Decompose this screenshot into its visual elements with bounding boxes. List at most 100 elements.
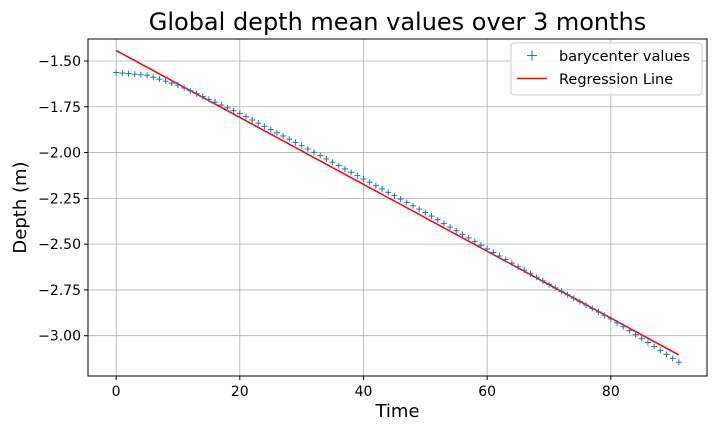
x-tick-label: 80	[602, 384, 620, 400]
barycenter-point	[626, 327, 633, 334]
barycenter-point	[242, 113, 249, 120]
legend-marker-plus-icon	[527, 50, 537, 61]
barycenter-point	[131, 71, 138, 78]
y-axis-ticks: −1.50 −1.75 −2.00 −2.25 −2.50 −2.75 −3.00	[38, 54, 88, 345]
barycenter-point	[205, 96, 212, 103]
barycenter-point	[385, 189, 392, 196]
y-tick-label: −2.25	[38, 191, 81, 207]
barycenter-point	[496, 252, 503, 259]
legend: barycenter values Regression Line	[510, 42, 703, 96]
barycenter-point	[261, 123, 268, 130]
barycenter-point	[521, 267, 528, 274]
barycenter-point	[267, 126, 274, 133]
barycenter-point	[601, 312, 608, 319]
barycenter-point	[230, 107, 237, 114]
barycenter-point	[669, 355, 676, 362]
y-tick-label: −1.50	[38, 54, 81, 70]
barycenter-point	[137, 71, 144, 78]
barycenter-point	[311, 149, 318, 156]
barycenter-point	[174, 82, 181, 89]
barycenter-point	[298, 142, 305, 149]
y-tick-label: −2.75	[38, 283, 81, 299]
barycenter-point	[391, 192, 398, 199]
barycenter-point	[286, 136, 293, 143]
barycenter-point	[193, 90, 200, 97]
barycenter-point	[657, 347, 664, 354]
barycenter-point	[199, 93, 206, 100]
barycenter-point	[570, 295, 577, 302]
legend-label-regression: Regression Line	[559, 72, 673, 88]
barycenter-point	[125, 70, 132, 77]
barycenter-point	[329, 159, 336, 166]
barycenter-point	[335, 162, 342, 169]
barycenter-point	[459, 231, 466, 238]
barycenter-point	[484, 245, 491, 252]
barycenter-markers	[113, 69, 682, 366]
barycenter-point	[552, 284, 559, 291]
barycenter-point	[187, 87, 194, 94]
barycenter-point	[113, 69, 120, 76]
barycenter-point	[156, 76, 163, 83]
barycenter-point	[292, 139, 299, 146]
barycenter-point	[348, 169, 355, 176]
barycenter-point	[453, 227, 460, 234]
barycenter-point	[632, 331, 639, 338]
barycenter-point	[477, 242, 484, 249]
barycenter-point	[490, 249, 497, 256]
barycenter-point	[317, 152, 324, 159]
barycenter-point	[341, 165, 348, 172]
barycenter-point	[515, 263, 522, 270]
barycenter-point	[434, 216, 441, 223]
barycenter-point	[620, 323, 627, 330]
barycenter-point	[416, 206, 423, 213]
x-axis-ticks: 0 20 40 60 80	[112, 376, 620, 400]
grid	[88, 39, 707, 376]
barycenter-point	[119, 70, 126, 77]
barycenter-point	[638, 335, 645, 342]
barycenter-point	[354, 172, 361, 179]
barycenter-point	[236, 110, 243, 117]
barycenter-point	[255, 120, 262, 127]
y-tick-label: −3.00	[38, 329, 81, 345]
barycenter-point	[366, 179, 373, 186]
barycenter-point	[533, 274, 540, 281]
barycenter-point	[539, 277, 546, 284]
barycenter-point	[675, 359, 682, 366]
barycenter-point	[181, 84, 188, 91]
y-tick-label: −2.00	[38, 146, 81, 162]
barycenter-point	[422, 209, 429, 216]
barycenter-point	[379, 185, 386, 192]
y-axis-title: Depth (m)	[10, 161, 31, 253]
barycenter-point	[280, 132, 287, 139]
barycenter-point	[651, 343, 658, 350]
barycenter-point	[527, 270, 534, 277]
barycenter-point	[589, 305, 596, 312]
x-tick-label: 60	[478, 384, 496, 400]
regression-line	[115, 49, 680, 356]
barycenter-point	[403, 199, 410, 206]
barycenter-point	[583, 302, 590, 309]
barycenter-point	[595, 308, 602, 315]
legend-box	[510, 42, 703, 96]
x-tick-label: 0	[112, 384, 121, 400]
barycenter-point	[644, 339, 651, 346]
barycenter-point	[447, 224, 454, 231]
barycenter-point	[508, 260, 515, 267]
barycenter-point	[304, 145, 311, 152]
barycenter-point	[323, 155, 330, 162]
barycenter-point	[546, 281, 553, 288]
barycenter-point	[249, 116, 256, 123]
chart-title: Global depth mean values over 3 months	[149, 8, 647, 36]
barycenter-point	[212, 99, 219, 106]
legend-label-barycenter: barycenter values	[559, 49, 690, 65]
barycenter-point	[224, 104, 231, 111]
barycenter-point	[564, 291, 571, 298]
y-tick-label: −1.75	[38, 100, 81, 116]
barycenter-point	[273, 129, 280, 136]
barycenter-point	[409, 202, 416, 209]
barycenter-point	[471, 238, 478, 245]
barycenter-point	[162, 78, 169, 85]
barycenter-point	[465, 234, 472, 241]
barycenter-point	[150, 74, 157, 81]
